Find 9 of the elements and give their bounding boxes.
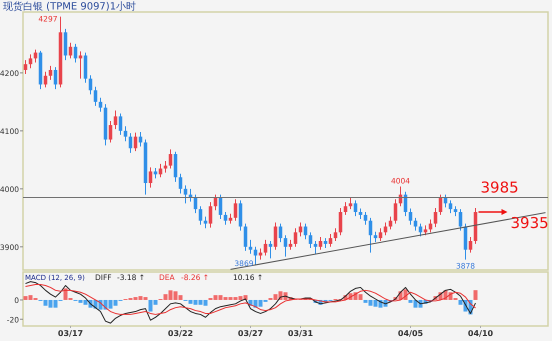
- x-tick-label: 03/22: [168, 329, 194, 338]
- x-tick-label: 03/31: [288, 329, 314, 338]
- x-tick-label: 04/05: [398, 329, 424, 338]
- x-tick-label: 03/17: [58, 329, 84, 338]
- ref-line-label: 3985: [480, 178, 519, 197]
- annotation: 3935: [510, 214, 549, 232]
- chart-title: 现货白银 (TPME 9097)1小时: [3, 0, 136, 12]
- x-tick-label: 03/27: [238, 329, 264, 338]
- x-tick-label: 04/10: [468, 329, 494, 338]
